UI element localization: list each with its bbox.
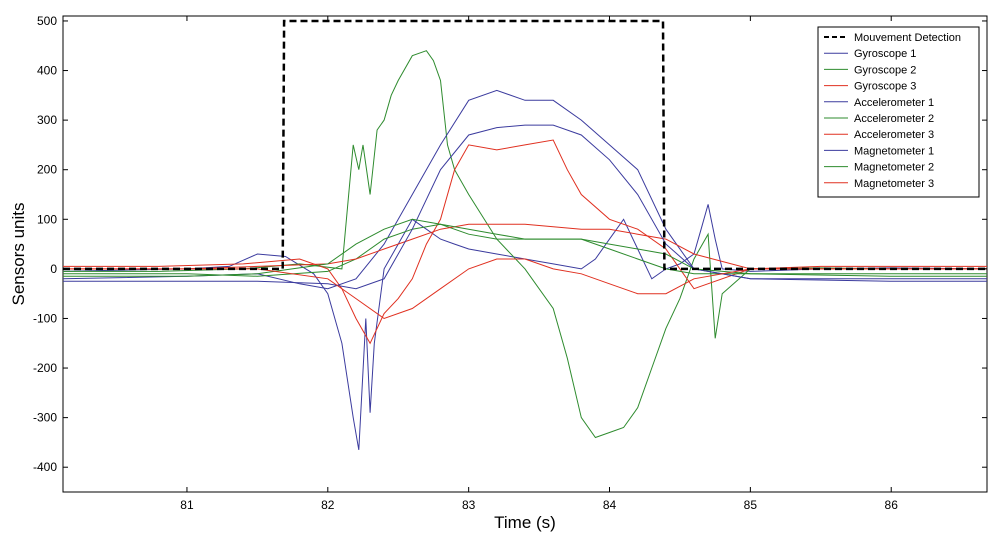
series-line-gyroscope-3 [63,139,987,345]
series-line-accelerometer-1 [62,89,987,290]
legend-label: Gyroscope 3 [854,81,916,93]
legend-label: Accelerometer 2 [854,113,934,125]
legend-label: Magnetometer 2 [854,162,934,174]
x-tick-label: 85 [744,498,758,512]
legend-label: Accelerometer 1 [854,97,934,109]
legend-label: Mouvement Detection [854,32,961,44]
series-line-gyroscope-2 [63,50,987,439]
y-tick-label: -400 [33,460,57,474]
x-tick-label: 86 [885,498,899,512]
y-tick-label: -300 [33,411,57,425]
legend-label: Magnetometer 1 [854,145,934,157]
y-tick-label: -200 [33,361,57,375]
legend-label: Gyroscope 2 [854,64,916,76]
legend-label: Accelerometer 3 [854,129,934,141]
y-tick-label: 200 [37,163,57,177]
x-tick-label: 82 [321,498,335,512]
y-tick-label: 300 [37,113,57,127]
series-line-magnetometer-1 [63,124,987,290]
series-line-magnetometer-2 [63,218,987,277]
series-line-magnetometer-3 [63,258,987,320]
y-tick-label: 0 [50,262,57,276]
y-axis-title: Sensors units [9,203,28,306]
series-line-gyroscope-1 [62,204,988,450]
axis-layer: 81 82 83 84 85 86 -400 -300 -200 -100 0 100 200 300 40… [33,14,987,512]
x-tick-label: 84 [603,498,617,512]
series-line-mouvement-detection [63,19,987,271]
legend-box [817,26,980,198]
y-tick-label: 400 [37,64,57,78]
x-tick-label: 81 [180,498,194,512]
series-line-accelerometer-2 [63,223,987,277]
y-tick-label: 500 [37,14,57,28]
legend: Mouvement Detection Gyroscope 1 Gyroscope … [817,26,980,198]
legend-label: Gyroscope 1 [854,48,916,60]
series-line-accelerometer-3 [63,223,987,270]
x-tick-label: 83 [462,498,476,512]
y-tick-label: 100 [37,212,57,226]
legend-label: Magnetometer 3 [854,178,934,190]
x-axis-title: Time (s) [494,513,556,532]
y-tick-label: -100 [33,311,57,325]
series-layer [62,19,988,450]
